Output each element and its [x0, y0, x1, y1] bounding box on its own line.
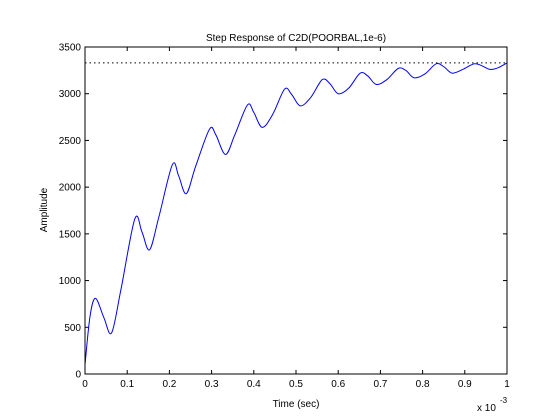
axis-ticks: 0 0.1 0.2 0.3 0.4 0.5 0.6 0.7 0.8 0.9 1 0 500 1000 150… [59, 43, 510, 391]
x-exponent-label: x 10 [477, 403, 496, 414]
x-tick-label: 0.5 [289, 379, 303, 390]
plot-frame [84, 46, 508, 375]
x-tick-label: 0.1 [120, 379, 134, 390]
y-tick-label: 2000 [59, 183, 82, 194]
x-tick-label: 1 [504, 379, 510, 390]
x-tick-label: 0.7 [373, 379, 387, 390]
plot-area [85, 47, 507, 374]
y-axis-label: Amplitude [39, 187, 50, 232]
series-line [84, 62, 508, 365]
x-axis-label: Time (sec) [273, 399, 320, 410]
y-tick-label: 1000 [59, 276, 82, 287]
x-tick-label: 0.8 [416, 379, 430, 390]
x-tick-label: 0.6 [331, 379, 345, 390]
x-tick-label: 0.2 [162, 379, 176, 390]
chart-title: Step Response of C2D(POORBAL,1e-6) [206, 33, 386, 44]
y-tick-label: 1500 [59, 229, 82, 240]
x-tick-label: 0 [82, 379, 88, 390]
y-tick-label: 2500 [59, 136, 82, 147]
x-tick-label: 0.4 [247, 379, 261, 390]
x-tick-label: 0.9 [458, 379, 472, 390]
y-tick-label: 3500 [59, 43, 82, 54]
y-tick-label: 3000 [59, 89, 82, 100]
x-exponent-power: -3 [500, 396, 508, 405]
y-tick-label: 0 [75, 370, 81, 381]
y-tick-label: 500 [64, 323, 81, 334]
x-tick-label: 0.3 [205, 379, 219, 390]
